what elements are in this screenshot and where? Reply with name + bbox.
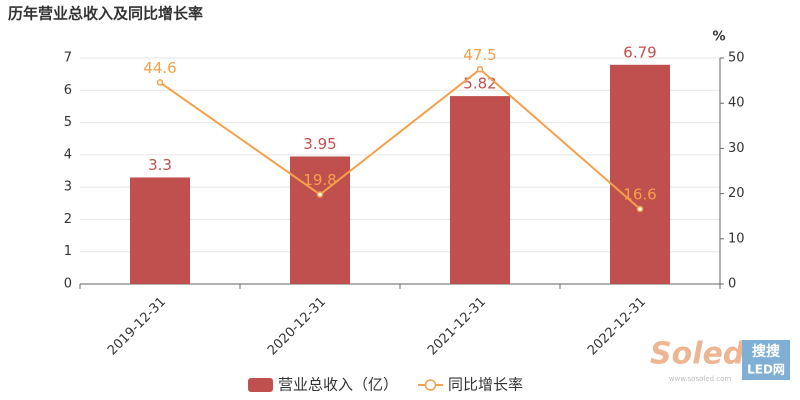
y-tick-label: 5 [64,115,72,130]
y-tick-label: 3 [64,180,72,195]
line-point [316,191,324,198]
y2-tick-label: 40 [728,96,745,111]
bar-value-label: 3.3 [148,156,172,174]
bar-value-label: 3.95 [303,135,336,153]
bar-value-label: 5.82 [463,75,496,93]
bar-value-label: 6.79 [623,43,656,61]
y-tick-label: 7 [64,51,72,66]
x-tick-label: 2022-12-31 [585,294,649,358]
watermark-cn: 搜搜 [752,343,781,360]
x-tick-label: 2019-12-31 [105,294,169,358]
bar [610,64,670,284]
chart-title: 历年营业总收入及同比增长率 [8,5,203,23]
x-tick-label: 2021-12-31 [425,294,489,358]
y2-tick-label: 50 [728,51,745,66]
y2-tick-label: 30 [728,141,745,156]
y2-tick-label: 0 [728,277,736,292]
line-value-label: 44.6 [143,59,176,77]
line-point [156,79,164,86]
bar [130,177,190,284]
line-value-label: 16.6 [623,185,656,203]
legend-swatch [248,378,273,392]
y2-tick-label: 20 [728,186,745,201]
y-tick-label: 0 [64,277,72,292]
legend-label: 营业总收入（亿） [278,376,398,394]
watermark-brand: Soled [650,337,745,372]
line-point [636,205,644,213]
x-tick-label: 2020-12-31 [265,294,329,358]
y2-axis-label: % [712,30,725,45]
legend-label: 同比增长率 [448,376,523,394]
watermark-site: LED网 [747,363,785,377]
y2-tick-label: 10 [728,231,745,246]
watermark-url: www.sosoled.com [669,375,732,383]
line-value-label: 19.8 [303,171,336,189]
line-value-label: 47.5 [463,46,496,64]
legend-swatch-dot [424,379,437,391]
watermark-box [742,340,790,380]
y-tick-label: 6 [64,83,72,98]
watermark: Soled 搜搜 LED网 www.sosoled.com [650,337,790,383]
line-point [476,66,484,73]
y-tick-label: 2 [64,212,72,227]
line [159,68,641,210]
y-tick-label: 1 [64,244,72,259]
bar [450,96,510,285]
y-tick-label: 4 [64,147,72,162]
